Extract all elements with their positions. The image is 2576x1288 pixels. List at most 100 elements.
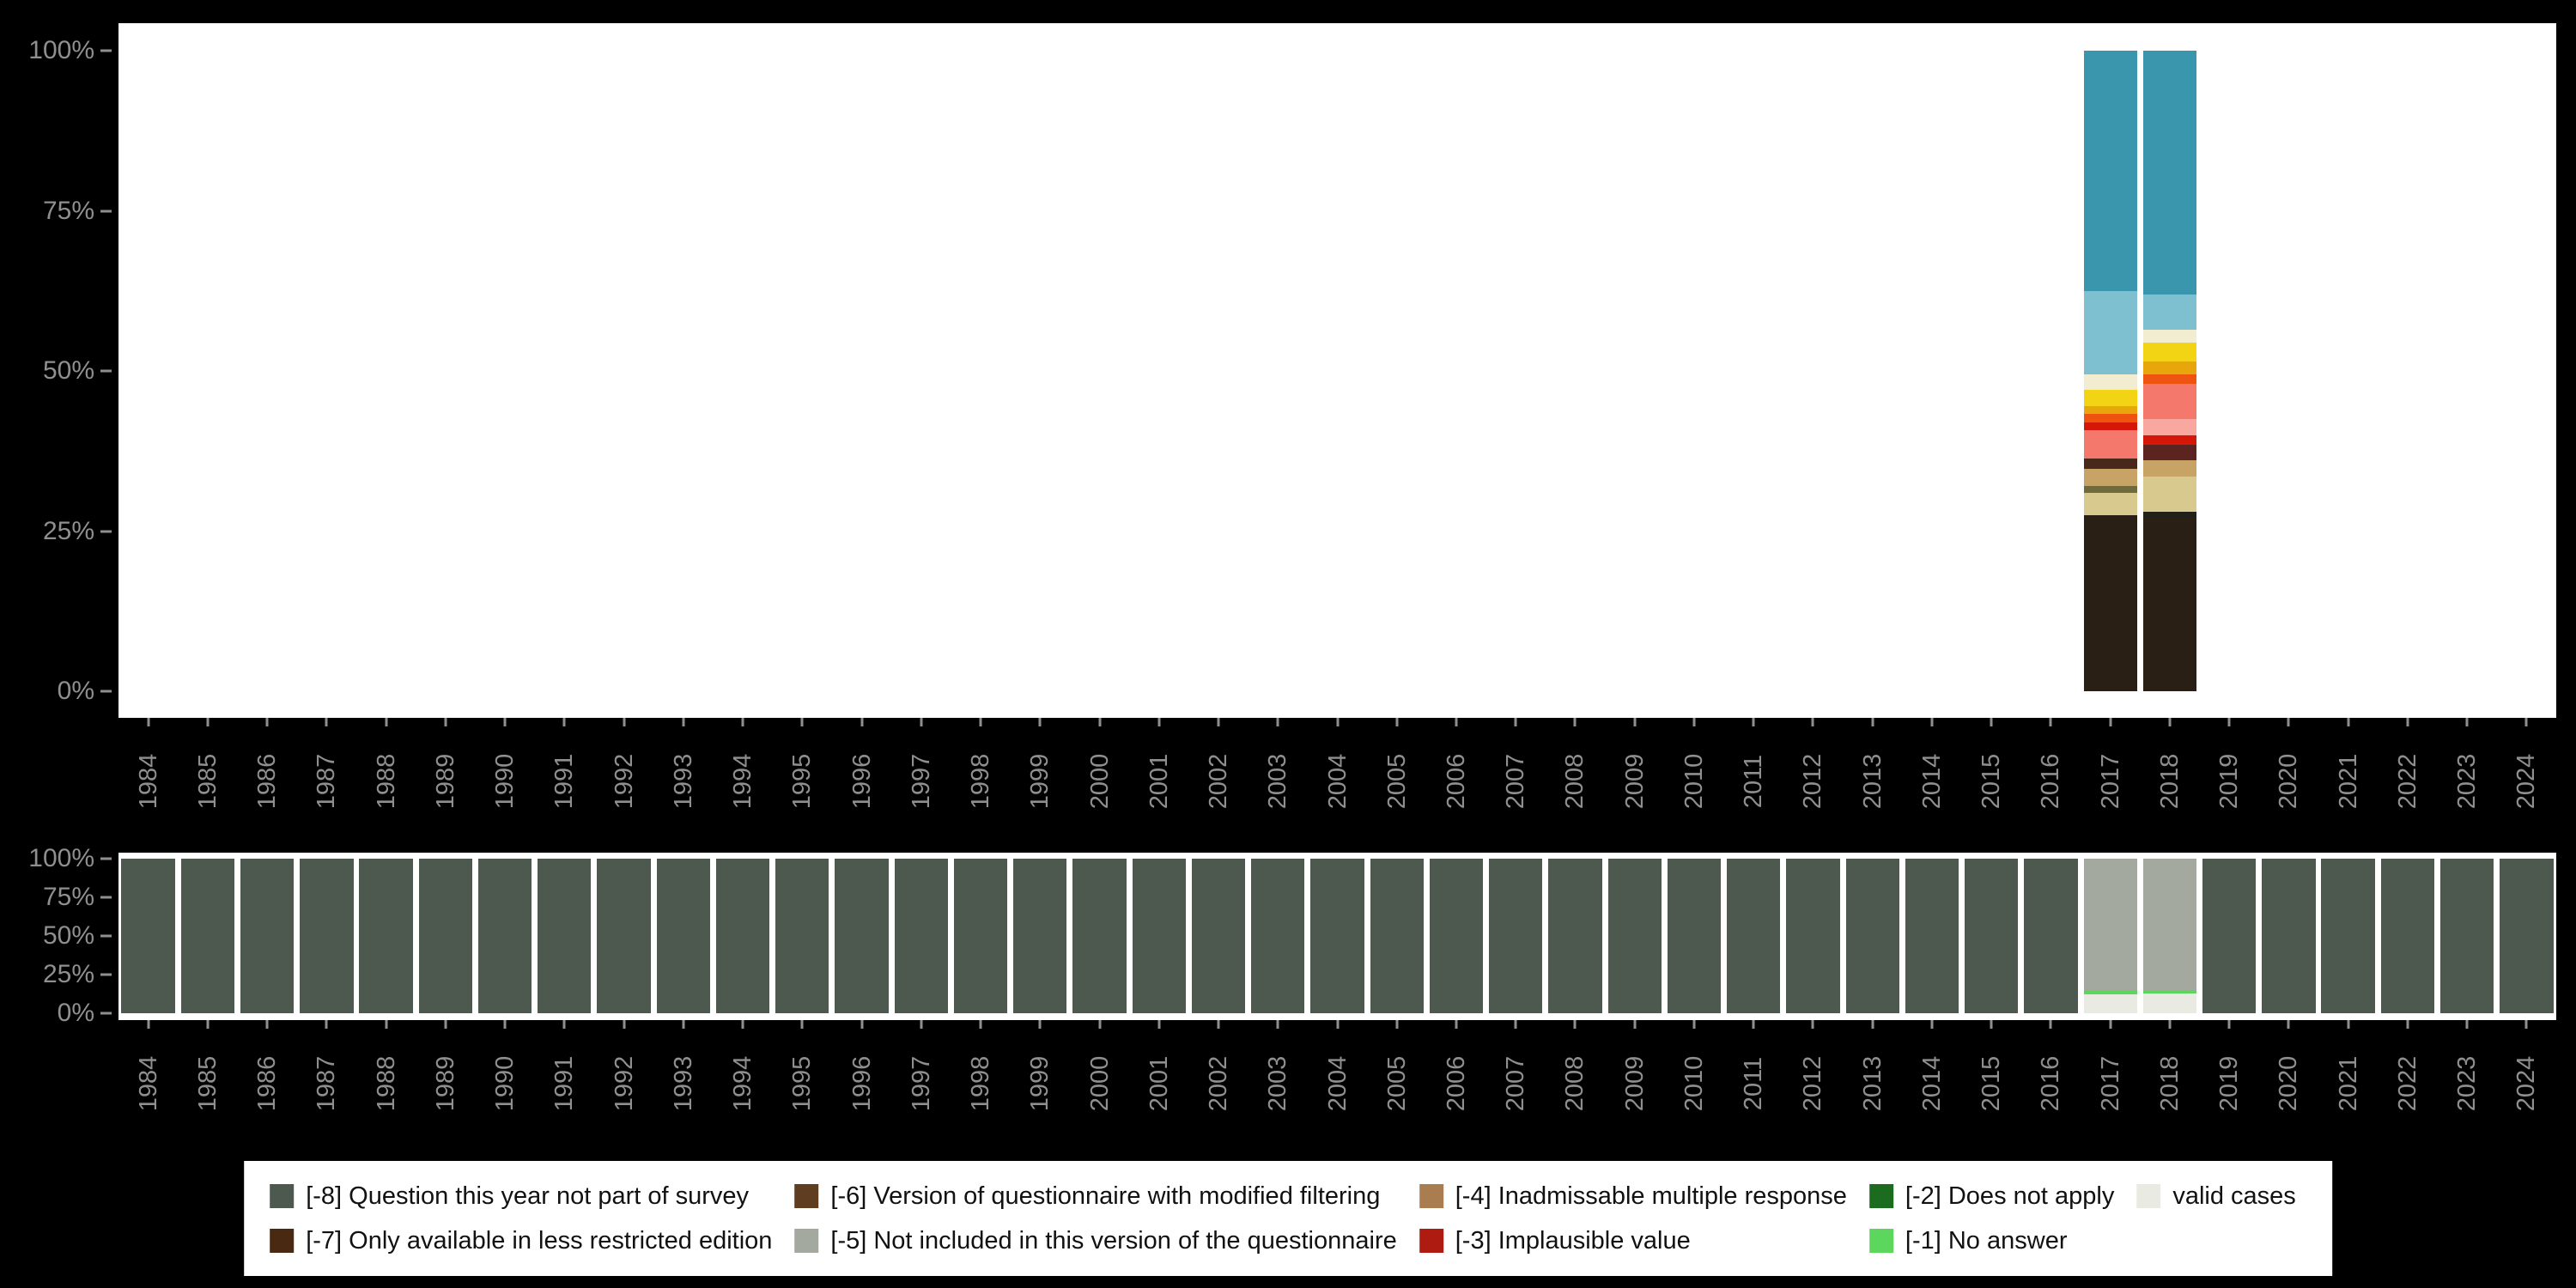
stacked-bar-2014: [1905, 859, 1959, 1013]
x-axis-year-label: 2005: [1382, 1055, 1411, 1112]
y-axis-label: 100%: [28, 844, 94, 872]
bar-segment: [180, 859, 235, 1013]
stacked-bar-1987: [300, 859, 354, 1013]
x-axis-tick: [1811, 1020, 1814, 1029]
x-axis-tick: [1276, 718, 1279, 726]
bar-segment: [477, 859, 532, 1013]
x-axis-year-label: 2009: [1620, 1055, 1649, 1112]
x-axis-tick: [1098, 1020, 1102, 1029]
bar-segment: [2142, 329, 2197, 343]
x-axis-ticks: [118, 718, 2556, 726]
bar-segment: [2083, 994, 2137, 1013]
bar-segment: [2142, 444, 2197, 461]
x-axis-year-label: 2009: [1620, 753, 1649, 810]
x-axis-tick: [1633, 718, 1637, 726]
bar-segment: [2083, 486, 2137, 493]
x-axis-year-label: 2010: [1680, 753, 1708, 810]
plot-area: [118, 853, 2556, 1020]
stacked-bar-2018: [2142, 859, 2197, 1013]
x-axis-tick: [2524, 1020, 2528, 1029]
x-axis-year-label: 1998: [967, 1055, 995, 1112]
x-axis-year-label: 1997: [907, 1055, 935, 1112]
x-axis-year-label: 2014: [1917, 753, 1946, 810]
legend-swatch: [1868, 1184, 1893, 1208]
x-axis-year-label: 2020: [2275, 1055, 2303, 1112]
x-axis: 1984 1985 1986 1987 1988 1989 1990 1991 1992 1993…: [118, 730, 2556, 837]
stacked-bar-2009: [1607, 859, 1662, 1013]
x-axis-tick: [1871, 1020, 1874, 1029]
x-axis-year-label: 2008: [1561, 1055, 1589, 1112]
x-axis-year-label: 1992: [610, 753, 638, 810]
bar-segment: [715, 859, 770, 1013]
x-axis-tick: [920, 718, 923, 726]
legend-swatch: [794, 1184, 819, 1208]
bar-segment: [1548, 859, 1602, 1013]
bar-segment: [894, 859, 948, 1013]
y-axis-label: 25%: [42, 960, 94, 988]
x-axis-tick: [1276, 1020, 1279, 1029]
x-axis-year-label: 2014: [1917, 1055, 1946, 1112]
x-axis-year-label: 1999: [1026, 753, 1054, 810]
legend-label: [-7] Only available in less restricted e…: [306, 1226, 773, 1255]
legend-item: [-7] Only available in less restricted e…: [270, 1226, 772, 1255]
x-axis-tick: [1038, 718, 1042, 726]
y-axis-tick: [100, 857, 112, 860]
stacked-bar-2023: [2439, 859, 2494, 1013]
bar-segment: [1370, 859, 1424, 1013]
bar-segment: [2142, 51, 2197, 295]
x-axis-year-label: 2008: [1561, 753, 1589, 810]
x-axis-year-label: 2024: [2512, 753, 2541, 810]
x-axis-tick: [1157, 1020, 1161, 1029]
x-axis-tick: [2347, 718, 2350, 726]
y-axis-label: 0%: [57, 999, 94, 1027]
bar-segment: [1251, 859, 1305, 1013]
bar-segment: [1905, 859, 1959, 1013]
bar-segment: [2083, 514, 2137, 691]
x-axis-tick: [623, 1020, 626, 1029]
bar-segment: [1072, 859, 1127, 1013]
legend-swatch: [2136, 1184, 2161, 1208]
stacked-bar-2004: [1310, 859, 1364, 1013]
x-axis-year-label: 2021: [2334, 753, 2362, 810]
legend-label: [-3] Implausible value: [1455, 1226, 1691, 1255]
stacked-bar-2020: [2262, 859, 2316, 1013]
x-axis-tick: [1038, 1020, 1042, 1029]
x-axis-year-label: 1987: [313, 753, 341, 810]
legend-label: [-2] Does not apply: [1905, 1182, 2115, 1210]
x-axis-tick: [2287, 1020, 2290, 1029]
x-axis-tick: [2465, 1020, 2469, 1029]
x-axis-year-label: 1986: [253, 1055, 282, 1112]
bar-segment: [300, 859, 354, 1013]
stacked-bar-2010: [1667, 859, 1722, 1013]
bar-segment: [2380, 859, 2435, 1013]
y-axis-tick: [100, 369, 112, 373]
x-axis-tick: [2227, 718, 2231, 726]
bar-segment: [2142, 460, 2197, 477]
y-axis-label: 75%: [42, 196, 94, 225]
x-axis-year-label: 2011: [1740, 1056, 1768, 1111]
x-axis-year-label: 1988: [372, 1055, 400, 1112]
x-axis-tick: [979, 1020, 982, 1029]
stacked-bar-1998: [953, 859, 1008, 1013]
x-axis-tick: [741, 718, 744, 726]
stacked-bar-2007: [1489, 859, 1543, 1013]
stacked-bar-2017: [2083, 859, 2137, 1013]
bar-segment: [2083, 429, 2137, 459]
y-axis-label: 25%: [42, 516, 94, 545]
x-axis-year-label: 1996: [848, 1055, 876, 1112]
x-axis-year-label: 2006: [1442, 1055, 1470, 1112]
x-axis-year-label: 1995: [788, 1055, 817, 1112]
bar-segment: [1667, 859, 1722, 1013]
category-distribution-chart: 100% 75% 50% 25% 0% 1984 1985 1986 1987 1988 1989…: [28, 23, 2556, 809]
stacked-bar-2008: [1548, 859, 1602, 1013]
stacked-bar-2003: [1251, 859, 1305, 1013]
x-axis-tick: [2168, 718, 2172, 726]
x-axis-tick: [2287, 718, 2290, 726]
legend-label: [-1] No answer: [1905, 1226, 2068, 1255]
x-axis-year-label: 1994: [729, 1055, 757, 1112]
x-axis-year-label: 2021: [2334, 1055, 2362, 1112]
bar-segment: [2142, 384, 2197, 420]
legend-swatch: [1868, 1229, 1893, 1253]
legend-label: [-4] Inadmissable multiple response: [1455, 1182, 1847, 1210]
bar-segment: [2500, 859, 2554, 1013]
